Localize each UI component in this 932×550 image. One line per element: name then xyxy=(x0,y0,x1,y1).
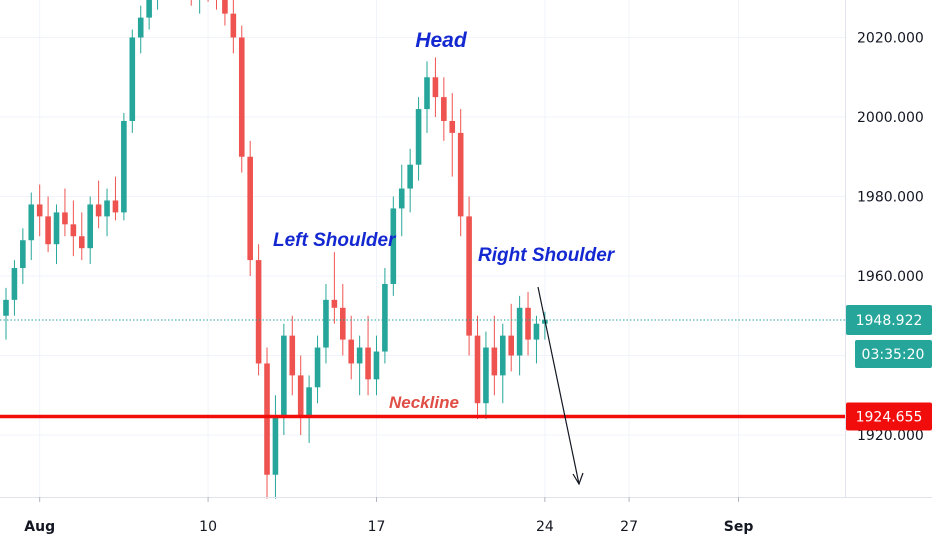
candle-body xyxy=(348,339,355,364)
candle-body xyxy=(289,335,296,376)
x-tick-label: 17 xyxy=(368,519,386,535)
x-tick-label: Sep xyxy=(724,519,754,535)
candle-body xyxy=(508,335,514,356)
candle-body xyxy=(137,17,144,38)
candle-body xyxy=(104,200,110,217)
candle-body xyxy=(255,260,262,364)
candle-body xyxy=(222,0,228,14)
candle-body xyxy=(95,204,102,217)
annotation-label: Left Shoulder xyxy=(273,230,397,251)
candle-body xyxy=(525,307,531,340)
candle-body xyxy=(390,208,397,284)
x-tick-label: Aug xyxy=(24,519,55,535)
candle-body xyxy=(407,164,413,189)
candle-body xyxy=(533,323,540,340)
candle-body xyxy=(491,347,498,376)
y-tick-label: 2020.000 xyxy=(857,31,924,47)
candle-body xyxy=(483,347,489,404)
candle-body xyxy=(365,347,371,380)
candle-body xyxy=(264,363,270,475)
candle-body xyxy=(449,120,456,133)
candle-body xyxy=(87,204,93,249)
candle-body xyxy=(53,212,60,245)
candle-body xyxy=(70,224,77,237)
candle-body xyxy=(474,335,481,404)
candle-body xyxy=(247,156,253,261)
price-levels xyxy=(0,319,845,419)
candles xyxy=(3,0,548,499)
neckline-price-badge xyxy=(846,402,932,431)
y-tick-label: 1920.000 xyxy=(857,428,924,444)
candle-body xyxy=(121,120,127,213)
candle-body xyxy=(45,216,51,245)
candle-body xyxy=(323,299,329,348)
candle-body xyxy=(382,283,388,352)
candle-body xyxy=(516,307,523,356)
candle-body xyxy=(432,77,439,98)
axes: 1920.000 1960.000 1980.000 2000.000 2020.000… xyxy=(0,0,932,535)
candle-body xyxy=(28,204,35,241)
candle-body xyxy=(129,37,136,121)
candle-body xyxy=(340,307,346,340)
y-tick-label: 2000.000 xyxy=(857,110,924,126)
candle-body xyxy=(20,240,26,269)
y-tick-label: 1960.000 xyxy=(857,269,924,285)
y-tick-label: 1980.000 xyxy=(857,190,924,206)
candle-body xyxy=(441,97,447,121)
projection-arrow-line xyxy=(537,286,580,485)
current-price-label: 1948.922 xyxy=(856,313,923,329)
x-tick-label: 27 xyxy=(620,519,638,535)
annotation-label: Head xyxy=(415,29,468,52)
countdown-label: 03:35:20 xyxy=(862,347,925,363)
candle-body xyxy=(112,200,119,213)
x-tick-label: 24 xyxy=(536,519,554,535)
candle-body xyxy=(415,109,422,165)
candle-body xyxy=(272,415,279,475)
candle-body xyxy=(230,13,237,38)
candle-body xyxy=(499,335,506,376)
candle-body xyxy=(3,299,9,316)
candle-body xyxy=(306,387,312,416)
candle-body xyxy=(62,212,68,225)
annotation-label: Right Shoulder xyxy=(478,245,616,266)
candle-body xyxy=(398,188,405,209)
candle-body xyxy=(466,216,472,336)
neckline-price-label: 1924.655 xyxy=(856,409,923,425)
current-price-badge xyxy=(846,305,932,336)
annotations: Head Left Shoulder Right Shoulder Neckline xyxy=(273,29,616,486)
candle-body xyxy=(457,132,464,217)
candle-body xyxy=(11,268,18,300)
candle-body xyxy=(314,347,321,388)
candle-body xyxy=(78,236,85,249)
candle-body xyxy=(356,347,363,364)
candle-body xyxy=(297,375,304,416)
candle-body xyxy=(281,335,287,416)
candle-body xyxy=(373,351,380,380)
candle-body xyxy=(331,299,338,308)
candle-body xyxy=(238,37,245,157)
x-tick-label: 10 xyxy=(199,519,217,535)
grid xyxy=(0,0,845,497)
candle-body xyxy=(424,77,430,110)
candle-body xyxy=(36,204,43,217)
candle-body xyxy=(146,0,152,18)
countdown-badge xyxy=(855,340,932,369)
annotation-label: Neckline xyxy=(389,393,459,412)
projection-arrow-head xyxy=(572,472,584,486)
